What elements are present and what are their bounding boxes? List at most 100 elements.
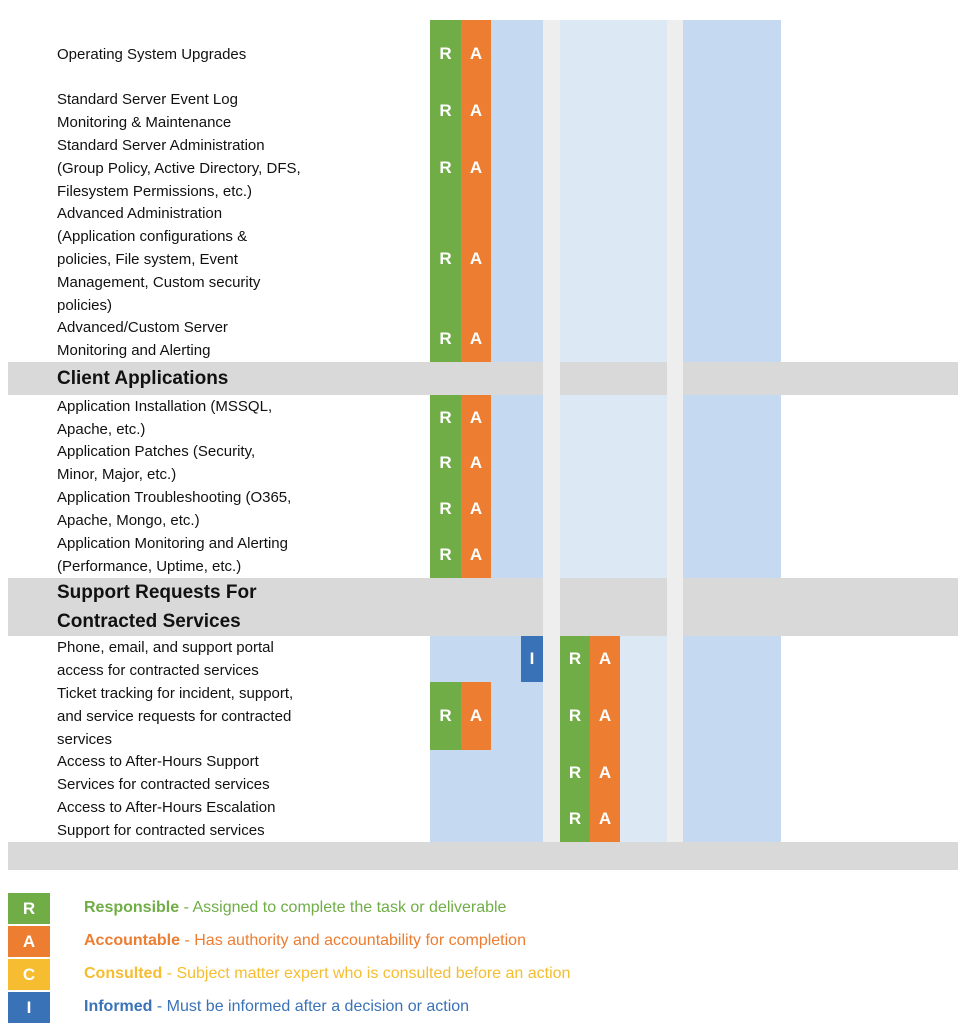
raci-cell: R	[560, 750, 590, 796]
legend-description: - Subject matter expert who is consulted…	[166, 965, 571, 982]
legend-term: Responsible	[84, 899, 180, 916]
raci-cell: R	[560, 636, 590, 682]
task-line: Advanced Administration	[57, 204, 223, 222]
raci-cell: R	[430, 202, 461, 316]
task-line: Access to After-Hours Support	[57, 753, 259, 770]
task-label: Phone, email, and support portal access f…	[57, 636, 417, 682]
raci-cell: A	[461, 682, 491, 750]
task-label: Access to After-Hours Escalation Support …	[57, 796, 417, 842]
task-line: Operating System Upgrades	[57, 45, 247, 63]
footer-bar	[8, 842, 958, 870]
raci-cell: R	[430, 682, 461, 750]
raci-cell: R	[430, 316, 461, 362]
task-line: Support for contracted services	[57, 822, 265, 839]
raci-cell: A	[461, 202, 491, 316]
task-label: Application Installation (MSSQL, Apache, …	[57, 395, 417, 440]
task-label: Standard Server Administration (Group Pol…	[57, 134, 417, 202]
task-line: Standard Server Administration	[57, 136, 265, 154]
raci-cell: A	[461, 395, 491, 440]
task-label: Advanced Administration (Application conf…	[57, 202, 417, 316]
legend-swatch: C	[8, 959, 50, 990]
task-label: Application Troubleshooting (O365, Apache…	[57, 486, 417, 532]
task-line: Application Monitoring and Alerting	[57, 535, 288, 552]
task-line: access for contracted services	[57, 662, 259, 679]
raci-cell: R	[430, 440, 461, 486]
task-line: Access to After-Hours Escalation	[57, 799, 276, 816]
legend-term: Accountable	[84, 932, 181, 949]
task-line: Monitoring & Maintenance	[57, 114, 232, 131]
legend: R Responsible - Assigned to complete the …	[0, 880, 971, 1024]
task-label: Access to After-Hours Support Services fo…	[57, 750, 417, 796]
legend-term: Informed	[84, 998, 153, 1015]
legend-text: Responsible - Assigned to complete the t…	[84, 898, 506, 918]
task-line: policies, File system, Event	[57, 250, 238, 268]
heading-line: Support Requests For	[57, 582, 257, 603]
raci-cell: A	[461, 316, 491, 362]
task-label: Standard Server Event Log Monitoring & Ma…	[57, 88, 417, 134]
task-line: Application Installation (MSSQL,	[57, 397, 273, 415]
task-line: (Application configurations &	[57, 227, 248, 245]
section-bar	[8, 362, 958, 395]
legend-description: - Has authority and accountability for c…	[184, 932, 526, 949]
legend-description: - Must be informed after a decision or a…	[156, 998, 470, 1015]
heading-line: Client Applications	[57, 368, 229, 389]
raci-cell: A	[461, 440, 491, 486]
gap-column	[543, 20, 560, 842]
legend-swatch: I	[8, 992, 50, 1023]
task-line: services	[57, 730, 113, 748]
task-line: Monitoring and Alerting	[57, 342, 211, 359]
task-line: policies)	[57, 296, 113, 314]
task-line: Application Troubleshooting (O365,	[57, 489, 292, 506]
legend-text: Consulted - Subject matter expert who is…	[84, 964, 570, 984]
column-group	[683, 20, 781, 842]
task-label: Application Patches (Security, Minor, Maj…	[57, 440, 417, 486]
task-line: Ticket tracking for incident, support,	[57, 684, 294, 702]
task-line: Apache, etc.)	[57, 420, 146, 438]
raci-cell: R	[430, 395, 461, 440]
task-line: Apache, Mongo, etc.)	[57, 512, 200, 529]
task-line: (Performance, Uptime, etc.)	[57, 558, 242, 575]
heading-line: Contracted Services	[57, 611, 241, 632]
raci-cell: A	[590, 750, 620, 796]
task-line: Application Patches (Security,	[57, 443, 256, 460]
task-line: (Group Policy, Active Directory, DFS,	[57, 159, 301, 177]
legend-swatch: A	[8, 926, 50, 957]
raci-cell: A	[461, 134, 491, 202]
raci-cell: A	[590, 636, 620, 682]
gap-column	[667, 20, 683, 842]
section-bar	[8, 578, 958, 636]
raci-cell: R	[560, 796, 590, 842]
task-line: Advanced/Custom Server	[57, 319, 228, 336]
raci-cell: R	[430, 20, 461, 88]
raci-cell: A	[461, 486, 491, 532]
raci-cell: A	[590, 796, 620, 842]
legend-text: Informed - Must be informed after a deci…	[84, 997, 469, 1017]
task-label: Application Monitoring and Alerting (Perf…	[57, 532, 417, 578]
task-label: Operating System Upgrades	[57, 20, 417, 88]
task-line: Minor, Major, etc.)	[57, 466, 177, 483]
task-label: Advanced/Custom Server Monitoring and Ale…	[57, 316, 417, 362]
raci-cell: R	[430, 532, 461, 578]
task-line: Phone, email, and support portal	[57, 639, 274, 656]
legend-text: Accountable - Has authority and accounta…	[84, 931, 526, 951]
task-line: Filesystem Permissions, etc.)	[57, 182, 253, 200]
raci-cell: R	[430, 134, 461, 202]
task-line: and service requests for contracted	[57, 707, 292, 725]
raci-cell: R	[560, 682, 590, 750]
task-line: Services for contracted services	[57, 776, 270, 793]
section-heading: Client Applications	[57, 362, 417, 395]
raci-matrix: Operating System Upgrades R A Standard Serv…	[8, 20, 958, 870]
task-line: Management, Custom security	[57, 273, 261, 291]
legend-term: Consulted	[84, 965, 163, 982]
raci-cell: R	[430, 88, 461, 134]
raci-cell: A	[461, 88, 491, 134]
task-label: Ticket tracking for incident, support, an…	[57, 682, 417, 750]
legend-description: - Assigned to complete the task or deliv…	[183, 899, 507, 916]
raci-cell: A	[590, 682, 620, 750]
legend-swatch: R	[8, 893, 50, 924]
raci-cell: A	[461, 532, 491, 578]
raci-cell: I	[521, 636, 543, 682]
section-heading: Support Requests For Contracted Services	[57, 578, 417, 636]
task-line: Standard Server Event Log	[57, 91, 238, 108]
